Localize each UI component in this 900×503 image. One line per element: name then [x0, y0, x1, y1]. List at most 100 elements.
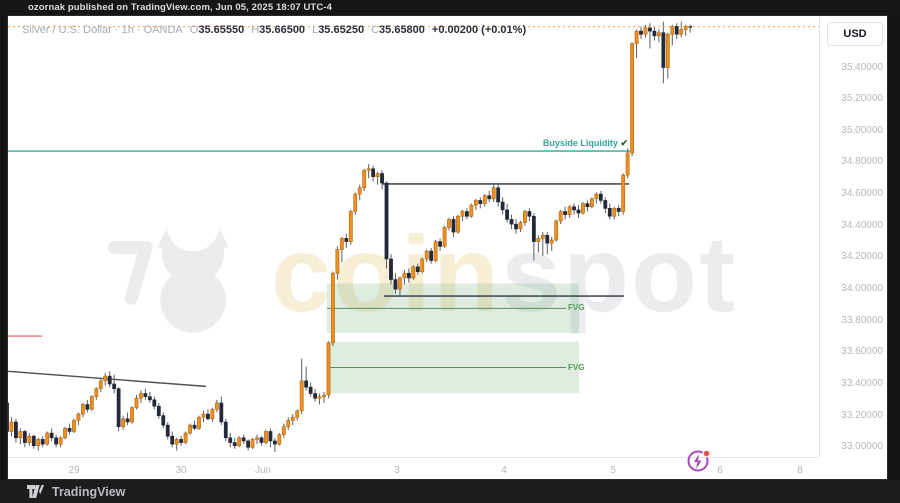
- candle-body: [201, 413, 206, 418]
- time-tick-label: 29: [68, 465, 80, 476]
- candle-body: [464, 211, 469, 217]
- candle-body: [317, 396, 322, 399]
- candle-body: [371, 168, 376, 177]
- candle-body: [482, 195, 487, 204]
- candle-body: [295, 410, 300, 418]
- candle-body: [116, 388, 121, 428]
- candle-body: [170, 435, 175, 445]
- candle-body: [139, 393, 143, 399]
- candle-body: [393, 279, 398, 290]
- high-prefix: H: [251, 24, 260, 36]
- candle-body: [590, 198, 594, 208]
- time-tick-label: 5: [610, 465, 616, 476]
- candle-body: [36, 439, 41, 447]
- candle-body: [603, 200, 608, 209]
- price-scale[interactable]: 35.40000 35.20000 35.00000 34.80000 34.60000…: [820, 16, 887, 457]
- candle-body: [14, 421, 18, 439]
- candle-body: [424, 250, 429, 260]
- footer-brand-text[interactable]: TradingView: [52, 484, 126, 499]
- candle-body: [500, 201, 505, 211]
- candle-body: [384, 182, 389, 260]
- change-value: +0.00200 (+0.01%): [431, 24, 527, 36]
- candle-body: [304, 380, 309, 388]
- candle-body: [429, 250, 434, 261]
- candle-body: [264, 431, 268, 443]
- candle-body: [223, 421, 228, 439]
- chart-card: coinspot Silver / U.S. Dollar · 1h · OAN…: [7, 15, 888, 480]
- candle-body: [206, 413, 210, 420]
- price-tick-label: 35.00000: [841, 124, 883, 136]
- candle-body: [558, 211, 563, 222]
- candle-body: [308, 386, 313, 394]
- open-value: 35.65550: [198, 24, 245, 36]
- fvg-label-upper: FVG: [568, 303, 585, 313]
- candle-body: [237, 437, 242, 447]
- time-tick-label: 6: [717, 465, 723, 476]
- candle-body: [496, 187, 501, 203]
- candle-body: [531, 215, 536, 242]
- candle-body: [335, 249, 340, 274]
- candle-body: [85, 404, 90, 410]
- candle-body: [54, 437, 59, 445]
- candle-body: [460, 211, 465, 217]
- candle-body: [415, 266, 420, 272]
- candle-body: [514, 223, 518, 230]
- symbol-title: Silver / U.S. Dollar · 1h · OANDA: [22, 24, 183, 36]
- price-tick-label: 34.20000: [841, 251, 883, 263]
- candle-body: [389, 258, 393, 280]
- candle-body: [268, 431, 273, 442]
- candle-body: [357, 187, 362, 195]
- candle-body: [299, 380, 304, 412]
- candle-body: [380, 173, 384, 184]
- candlestick-series: [8, 21, 693, 453]
- candle-body: [250, 439, 255, 448]
- candle-body: [281, 426, 286, 435]
- candle-body: [31, 435, 36, 447]
- candle-body: [188, 424, 192, 434]
- candle-body: [27, 435, 32, 443]
- tradingview-logo-icon[interactable]: [27, 485, 44, 498]
- candle-body: [98, 380, 103, 390]
- candle-body: [634, 30, 639, 45]
- price-tick-label: 33.60000: [841, 346, 883, 358]
- candle-body: [81, 404, 85, 415]
- candle-body: [563, 211, 568, 215]
- alert-lightning-button[interactable]: [679, 441, 719, 480]
- candle-body: [103, 375, 108, 382]
- candle-body: [210, 409, 215, 420]
- candle-body: [134, 397, 139, 409]
- low-value: 35.65250: [318, 24, 365, 36]
- price-tick-label: 33.00000: [841, 441, 883, 453]
- price-tick-label: 34.80000: [841, 156, 883, 168]
- candle-body: [621, 174, 626, 212]
- footer-bar: TradingView: [0, 480, 900, 503]
- candle-body: [594, 193, 599, 200]
- candle-body: [322, 394, 326, 397]
- candle-body: [67, 428, 72, 432]
- candle-body: [487, 195, 492, 200]
- price-tick-label: 35.20000: [841, 93, 883, 105]
- candle-body: [679, 29, 684, 35]
- candle-body: [630, 43, 635, 154]
- time-scale[interactable]: 29 30 Jun 3 4 5 6 8: [8, 458, 819, 479]
- candle-body: [72, 420, 76, 432]
- publish-attribution-text: ozornak published on TradingView.com, Ju…: [28, 2, 332, 13]
- lightning-bolt-icon: [694, 454, 702, 469]
- candle-body: [549, 239, 554, 244]
- candle-body: [683, 26, 688, 30]
- candle-body: [366, 168, 371, 171]
- low-prefix: L: [312, 24, 319, 36]
- candle-body: [656, 32, 661, 37]
- time-tick-label: 8: [797, 465, 803, 476]
- time-tick-label: 3: [394, 465, 400, 476]
- candle-body: [576, 209, 581, 214]
- candle-body: [344, 238, 349, 242]
- candle-body: [339, 238, 344, 250]
- close-value: 35.65800: [379, 24, 425, 36]
- candle-body: [331, 272, 335, 344]
- candle-body: [523, 211, 527, 223]
- candle-body: [505, 209, 509, 220]
- currency-toggle-button[interactable]: USD: [827, 22, 883, 46]
- candlestick-chart-canvas[interactable]: [8, 16, 888, 480]
